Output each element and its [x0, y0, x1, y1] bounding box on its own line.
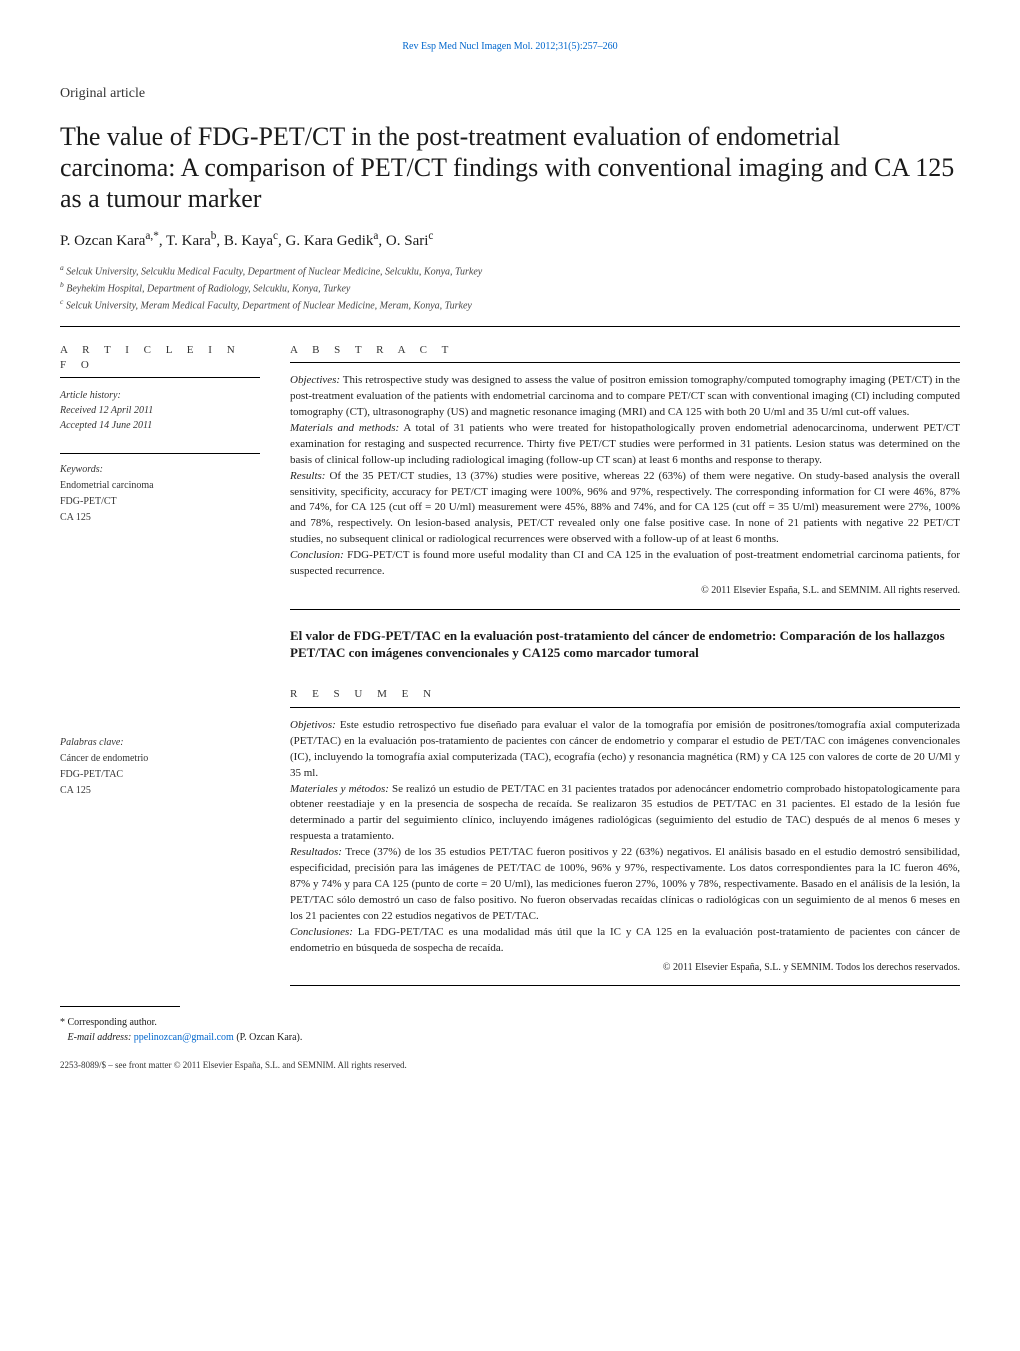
methods-label: Materials and methods:: [290, 422, 399, 434]
objetivos-label: Objetivos:: [290, 719, 336, 731]
results-text: Of the 35 PET/CT studies, 13 (37%) studi…: [290, 470, 960, 546]
corresponding-author: * Corresponding author. E-mail address: …: [60, 1015, 960, 1045]
article-history: Article history: Received 12 April 2011 …: [60, 388, 260, 443]
footer-copyright: 2253-8089/$ – see front matter © 2011 El…: [60, 1059, 960, 1072]
keywords-label: Keywords:: [60, 464, 103, 475]
abstract-spanish: Objetivos: Este estudio retrospectivo fu…: [290, 718, 960, 987]
keywords-block: Keywords: Endometrial carcinoma FDG-PET/…: [60, 453, 260, 526]
results-label: Results:: [290, 470, 325, 482]
abstract-heading: A B S T R A C T: [290, 343, 960, 363]
keyword-item: Endometrial carcinoma: [60, 480, 154, 491]
objectives-text: This retrospective study was designed to…: [290, 374, 960, 418]
spanish-title: El valor de FDG-PET/TAC en la evaluación…: [290, 628, 960, 662]
palabras-label: Palabras clave:: [60, 737, 124, 748]
corresponding-name: (P. Ozcan Kara).: [236, 1032, 302, 1043]
corresponding-email[interactable]: ppelinozcan@gmail.com: [134, 1032, 234, 1043]
resumen-heading: R E S U M E N: [290, 687, 960, 707]
palabras-block: Palabras clave: Cáncer de endometrio FDG…: [60, 727, 260, 799]
keyword-item: CA 125: [60, 512, 91, 523]
conclusion-label: Conclusion:: [290, 549, 344, 561]
history-label: Article history:: [60, 390, 121, 401]
resultados-label: Resultados:: [290, 846, 342, 858]
conclusiones-text: La FDG-PET/TAC es una modalidad más útil…: [290, 926, 960, 954]
materiales-label: Materiales y métodos:: [290, 783, 389, 795]
author-list: P. Ozcan Karaa,*, T. Karab, B. Kayac, G.…: [60, 229, 960, 252]
footer-separator: [60, 1006, 180, 1007]
article-type: Original article: [60, 84, 960, 104]
history-accepted: Accepted 14 June 2011: [60, 420, 152, 431]
article-title: The value of FDG-PET/CT in the post-trea…: [60, 121, 960, 215]
email-label: E-mail address:: [68, 1032, 132, 1043]
affiliations: a Selcuk University, Selcuklu Medical Fa…: [60, 262, 960, 327]
keyword-item: FDG-PET/CT: [60, 496, 117, 507]
palabra-item: FDG-PET/TAC: [60, 769, 123, 780]
objetivos-text: Este estudio retrospectivo fue diseñado …: [290, 719, 960, 779]
palabra-item: Cáncer de endometrio: [60, 753, 148, 764]
article-info-heading: A R T I C L E I N F O: [60, 343, 260, 379]
palabra-item: CA 125: [60, 785, 91, 796]
objectives-label: Objectives:: [290, 374, 340, 386]
conclusion-text: FDG-PET/CT is found more useful modality…: [290, 549, 960, 577]
resultados-text: Trece (37%) de los 35 estudios PET/TAC f…: [290, 846, 960, 922]
materiales-text: Se realizó un estudio de PET/TAC en 31 p…: [290, 783, 960, 843]
journal-citation[interactable]: Rev Esp Med Nucl Imagen Mol. 2012;31(5):…: [60, 40, 960, 54]
abstract-english: Objectives: This retrospective study was…: [290, 373, 960, 610]
corresponding-star: * Corresponding author.: [60, 1017, 157, 1028]
history-received: Received 12 April 2011: [60, 405, 153, 416]
copyright-es: © 2011 Elsevier España, S.L. y SEMNIM. T…: [290, 961, 960, 976]
copyright-en: © 2011 Elsevier España, S.L. and SEMNIM.…: [290, 584, 960, 599]
conclusiones-label: Conclusiones:: [290, 926, 353, 938]
